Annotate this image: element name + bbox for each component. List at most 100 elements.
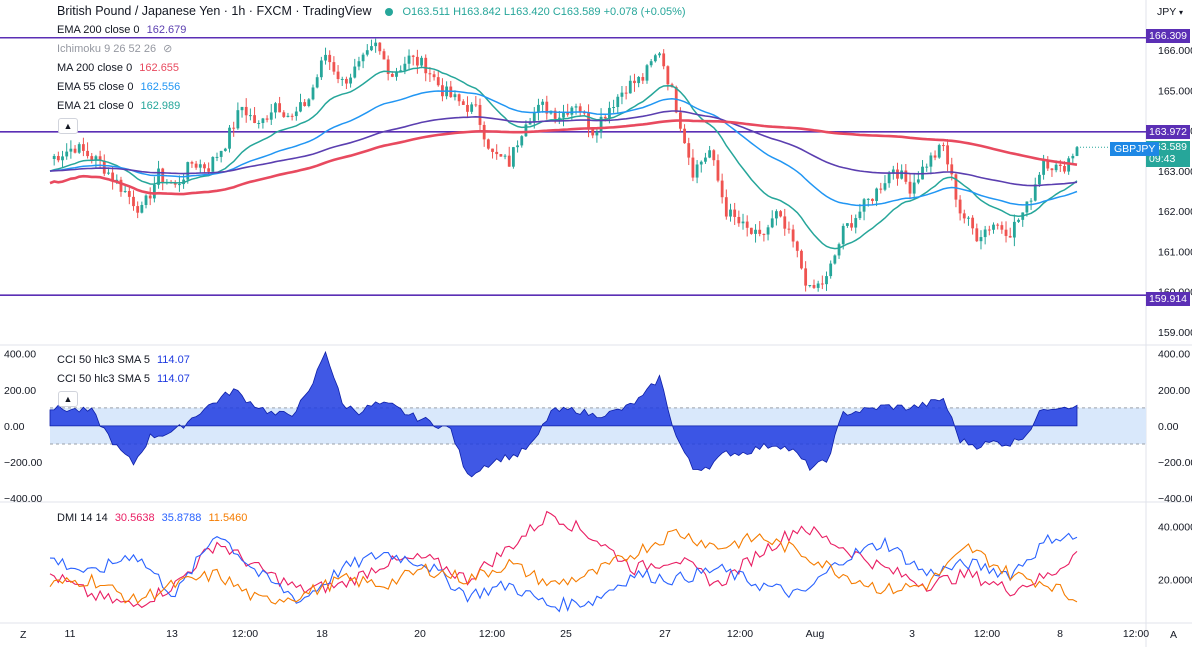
eye-hidden-icon[interactable]: ⊘ bbox=[163, 43, 173, 55]
time-axis-tick: Aug bbox=[806, 628, 825, 640]
level-tag-top: 166.309 bbox=[1146, 29, 1190, 43]
candle-body bbox=[879, 188, 883, 190]
candle-body bbox=[871, 198, 874, 201]
candle-body bbox=[219, 150, 223, 157]
candle-body bbox=[624, 92, 628, 94]
ichimoku-label: Ichimoku 9 26 52 26 bbox=[57, 43, 157, 55]
dmi-legend-row[interactable]: DMI 14 14 30.5638 35.8788 11.5460 bbox=[57, 509, 247, 528]
collapse-legend-button[interactable]: ▲ bbox=[58, 118, 78, 134]
cci-legend-row-1[interactable]: CCI 50 hlc3 SMA 5 114.07 bbox=[57, 351, 190, 370]
time-axis-tick: 12:00 bbox=[974, 628, 1000, 640]
currency-label[interactable]: JPY ▾ bbox=[1157, 6, 1183, 18]
legend-ema200[interactable]: EMA 200 close 0 162.679 bbox=[57, 21, 186, 40]
candle-body bbox=[804, 268, 808, 286]
candle-body bbox=[708, 150, 712, 158]
candle-body bbox=[436, 77, 440, 86]
dmi-plus-value: 30.5638 bbox=[114, 512, 155, 524]
candle-body bbox=[365, 50, 369, 55]
ma200-label: MA 200 close 0 bbox=[57, 62, 133, 74]
candle-body bbox=[466, 104, 469, 112]
candle-body bbox=[257, 123, 261, 125]
candle-body bbox=[979, 237, 983, 242]
candle-body bbox=[775, 211, 778, 219]
collapse-cci-button[interactable]: ▲ bbox=[58, 391, 78, 407]
candle-body bbox=[453, 94, 457, 98]
auto-scale-button[interactable]: A bbox=[1170, 629, 1178, 641]
candle-body bbox=[946, 145, 949, 165]
candle-body bbox=[557, 117, 561, 119]
dmi-minus-value: 35.8788 bbox=[161, 512, 202, 524]
candle-body bbox=[791, 229, 795, 242]
candle-body bbox=[900, 170, 904, 179]
candle-body bbox=[520, 136, 524, 146]
ema55-label: EMA 55 close 0 bbox=[57, 81, 134, 93]
candle-body bbox=[741, 221, 745, 224]
candle-body bbox=[282, 112, 286, 117]
candle-body bbox=[933, 155, 937, 158]
candle-body bbox=[361, 54, 365, 62]
candle-body bbox=[566, 111, 570, 115]
legend-ma200[interactable]: MA 200 close 0 162.655 bbox=[57, 59, 186, 78]
candle-body bbox=[779, 211, 782, 217]
candle-body bbox=[278, 103, 282, 113]
candle-body bbox=[491, 148, 494, 152]
candle-body bbox=[532, 112, 536, 123]
candle-body bbox=[608, 107, 611, 119]
cci-area bbox=[49, 350, 1078, 478]
time-axis-tick: 27 bbox=[659, 628, 671, 640]
candle-body bbox=[720, 180, 724, 198]
cci-legend-row-2[interactable]: CCI 50 hlc3 SMA 5 114.07 bbox=[57, 370, 190, 389]
legend-ema55[interactable]: EMA 55 close 0 162.556 bbox=[57, 78, 186, 97]
candle-body bbox=[111, 172, 115, 182]
candle-body bbox=[1042, 160, 1046, 175]
candle-body bbox=[1008, 235, 1012, 238]
candle-body bbox=[599, 116, 603, 132]
price-axis-tick: 161.000 bbox=[1158, 246, 1192, 258]
candle-body bbox=[770, 218, 774, 228]
candle-body bbox=[662, 53, 666, 67]
candle-body bbox=[274, 103, 277, 113]
candle-body bbox=[891, 169, 895, 173]
candle-body bbox=[123, 191, 127, 193]
level-tag-mid: 163.972 bbox=[1146, 125, 1190, 139]
dmi-label: DMI 14 14 bbox=[57, 512, 108, 524]
candle-body bbox=[971, 217, 975, 229]
symbol-tag: GBPJPY bbox=[1110, 142, 1160, 156]
candle-body bbox=[311, 87, 315, 100]
candle-body bbox=[858, 211, 862, 219]
ema200-value: 162.679 bbox=[146, 24, 187, 36]
candle-body bbox=[207, 168, 211, 172]
candle-body bbox=[370, 46, 373, 51]
legend-ema21[interactable]: EMA 21 close 0 162.989 bbox=[57, 97, 186, 116]
candle-body bbox=[1033, 184, 1037, 201]
candle-body bbox=[127, 191, 131, 197]
candle-body bbox=[290, 115, 294, 117]
candle-body bbox=[591, 128, 595, 136]
candle-body bbox=[578, 106, 582, 113]
candle-body bbox=[562, 111, 565, 118]
candle-body bbox=[553, 110, 557, 119]
candle-body bbox=[236, 110, 240, 129]
cci-axis-tick-right: 400.00 bbox=[1158, 349, 1190, 361]
time-axis-tick: 12:00 bbox=[727, 628, 753, 640]
candle-body bbox=[1029, 200, 1033, 202]
candle-body bbox=[378, 42, 382, 52]
candle-body bbox=[315, 77, 319, 88]
candle-body bbox=[699, 161, 703, 165]
candle-body bbox=[1046, 160, 1050, 169]
zoom-corner-button[interactable]: Z bbox=[20, 629, 27, 641]
candle-body bbox=[754, 229, 757, 234]
candle-body bbox=[390, 73, 394, 77]
candle-body bbox=[766, 227, 770, 235]
candle-body bbox=[541, 101, 545, 105]
ma200-line bbox=[49, 119, 1078, 196]
legend-ichimoku[interactable]: Ichimoku 9 26 52 26 ⊘ bbox=[57, 40, 186, 59]
candle-body bbox=[69, 148, 73, 152]
candle-body bbox=[820, 283, 824, 285]
candle-body bbox=[203, 164, 206, 169]
candle-body bbox=[228, 127, 231, 149]
time-axis-tick: 18 bbox=[316, 628, 328, 640]
candle-body bbox=[825, 276, 828, 285]
candle-body bbox=[1004, 229, 1008, 236]
